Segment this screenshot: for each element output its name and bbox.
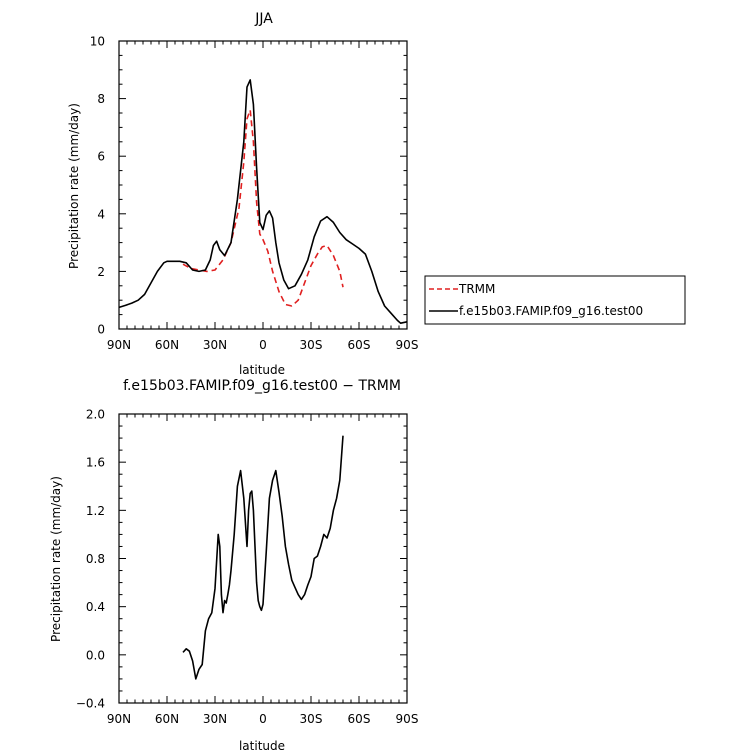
bottom-x-tick-label: 90N: [107, 712, 131, 726]
bottom-x-tick-label: 60N: [155, 712, 179, 726]
top-y-tick-label: 8: [97, 92, 105, 106]
bottom-x-tick-label: 30N: [203, 712, 227, 726]
bottom-panel-xlabel: latitude: [239, 739, 285, 753]
top-y-tick-label: 4: [97, 207, 105, 221]
top-series-line-0: [182, 109, 344, 307]
top-y-tick-label: 0: [97, 323, 105, 337]
bottom-y-tick-label: 2.0: [86, 408, 105, 422]
top-x-tick-label: 30N: [203, 338, 227, 352]
top-y-tick-label: 2: [97, 265, 105, 279]
top-x-tick-label: 90N: [107, 338, 131, 352]
bottom-y-tick-label: 1.6: [86, 456, 105, 470]
legend-label-model: f.e15b03.FAMIP.f09_g16.test00: [459, 304, 643, 318]
top-panel-xlabel: latitude: [239, 363, 285, 377]
bottom-y-tick-label: 0.8: [86, 552, 105, 566]
legend-label-trmm: TRMM: [458, 282, 495, 296]
top-panel: JJA latitude Precipitation rate (mm/day)…: [67, 11, 418, 377]
bottom-panel: f.e15b03.FAMIP.f09_g16.test00 − TRMM lat…: [49, 378, 418, 753]
bottom-y-tick-label: −0.4: [76, 697, 105, 711]
bottom-series-line-0: [182, 435, 344, 680]
bottom-x-tick-label: 60S: [348, 712, 371, 726]
top-y-tick-label: 6: [97, 150, 105, 164]
top-plot-frame: [118, 40, 408, 330]
bottom-x-tick-label: 90S: [396, 712, 419, 726]
bottom-y-tick-label: 0.0: [86, 648, 105, 662]
bottom-panel-title: f.e15b03.FAMIP.f09_g16.test00 − TRMM: [123, 378, 401, 394]
bottom-y-tick-label: 1.2: [86, 504, 105, 518]
top-x-tick-label: 60S: [348, 338, 371, 352]
top-y-tick-label: 10: [90, 35, 105, 49]
bottom-x-tick-label: 30S: [300, 712, 323, 726]
top-x-tick-label: 30S: [300, 338, 323, 352]
bottom-x-tick-label: 0: [259, 712, 267, 726]
bottom-panel-ylabel: Precipitation rate (mm/day): [49, 476, 63, 642]
top-x-tick-label: 0: [259, 338, 267, 352]
top-series-line-1: [118, 79, 408, 324]
bottom-y-tick-label: 0.4: [86, 600, 105, 614]
top-panel-title: JJA: [254, 11, 273, 27]
legend: TRMM f.e15b03.FAMIP.f09_g16.test00: [424, 275, 686, 325]
legend-box: [424, 275, 686, 325]
top-x-tick-label: 60N: [155, 338, 179, 352]
bottom-plot-frame: [118, 413, 408, 704]
top-panel-ylabel: Precipitation rate (mm/day): [67, 103, 81, 269]
top-x-tick-label: 90S: [396, 338, 419, 352]
